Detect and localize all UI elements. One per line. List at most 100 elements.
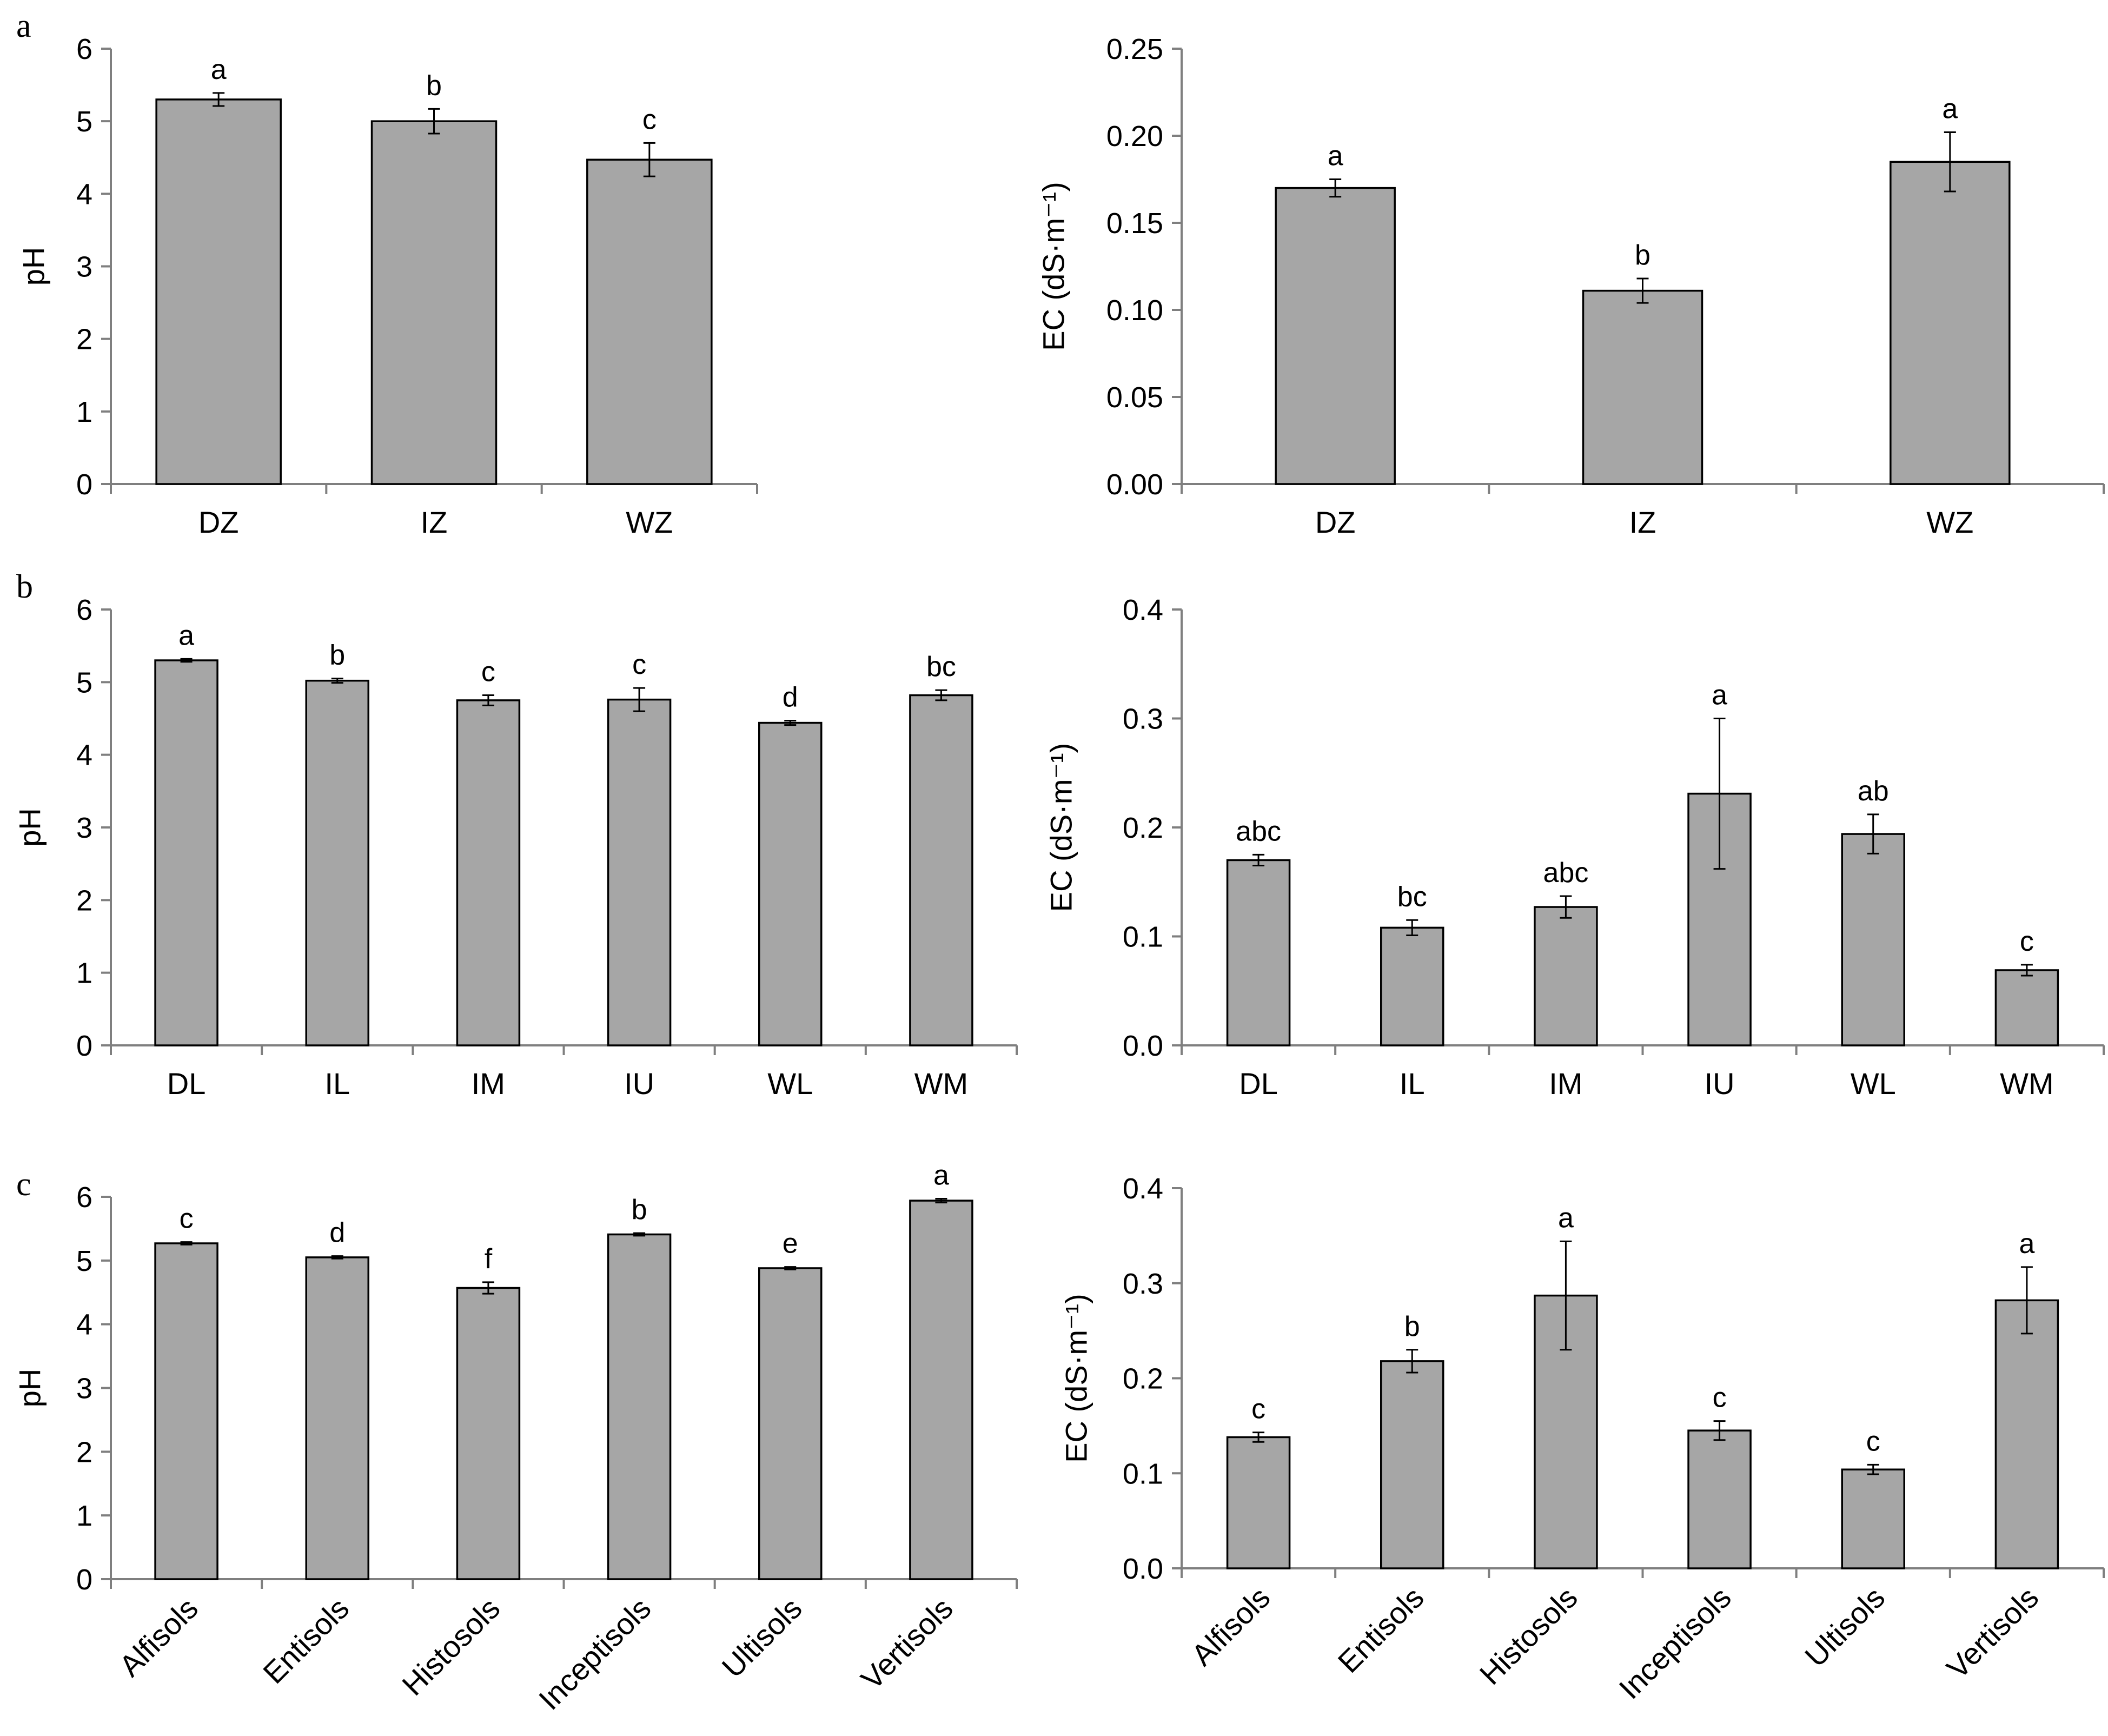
- y-axis-title: EC (dS·m⁻¹): [1037, 182, 1071, 351]
- y-tick-label: 0.3: [1123, 1268, 1163, 1300]
- y-axis-title: EC (dS·m⁻¹): [1044, 743, 1078, 912]
- y-tick-label: 0.20: [1106, 120, 1163, 153]
- chart-c-ec: 0.0 0.1 0.2 0.3 0.4 EC (dS·m⁻¹) c Alfisols b Enti…: [1059, 1172, 2105, 1706]
- y-tick-label: 6: [76, 594, 92, 626]
- y-tick-label: 0.0: [1123, 1030, 1163, 1062]
- bar-im: [1534, 906, 1598, 1046]
- bar-wl: [758, 721, 823, 1046]
- y-tick-label: 0: [76, 1030, 92, 1062]
- bar-iz: [370, 120, 498, 485]
- bar-im: [456, 699, 521, 1046]
- x-tick-label: Histosols: [1473, 1580, 1584, 1691]
- y-tick-label: 0.00: [1106, 468, 1163, 501]
- x-tick-label: IU: [624, 1066, 654, 1101]
- chart-a-ph: 0 1 2 3 4 5 6 pH a DZ b IZ c WZ: [17, 33, 758, 539]
- bar-iu: [607, 698, 672, 1046]
- significance-label: c: [642, 104, 657, 135]
- x-tick-label: Ultisols: [1798, 1580, 1891, 1673]
- chart-b-ec: 0.00.10.20.30.4EC (dS·m⁻¹) abcDLbcILabcIM…: [1044, 594, 2105, 1101]
- x-tick-label: DL: [167, 1066, 206, 1101]
- significance-label: d: [783, 682, 798, 713]
- bar-dz: [155, 98, 282, 485]
- x-tick-label: WL: [767, 1066, 813, 1101]
- x-tick-label: IU: [1705, 1066, 1735, 1101]
- y-axis-title: pH: [13, 1369, 47, 1408]
- y-tick-label: 0.1: [1123, 921, 1163, 953]
- significance-label: a: [2019, 1228, 2034, 1260]
- y-tick-label: 4: [76, 739, 92, 772]
- y-tick-label: 6: [76, 1181, 92, 1214]
- significance-label: b: [426, 70, 442, 101]
- y-tick-label: 5: [76, 105, 92, 138]
- x-tick-label: Histosols: [395, 1591, 506, 1702]
- chart-b-ph: 0 1 2 3 4 5 6 pH a DL b IL c IM c IU d WL bc WM: [13, 594, 1018, 1101]
- y-tick-label: 0: [76, 1563, 92, 1596]
- significance-label: f: [485, 1243, 493, 1275]
- y-tick-label: 4: [76, 1309, 92, 1341]
- chart-a-ec: 0.00 0.05 0.10 0.15 0.20 0.25 EC (dS·m⁻¹) a DZ b I…: [1037, 33, 2105, 539]
- bar-il: [1380, 926, 1444, 1046]
- bar-alfisols: [1226, 1436, 1291, 1569]
- bar-inceptisols: [1687, 1429, 1752, 1569]
- significance-label: ab: [1858, 776, 1889, 807]
- y-tick-label: 0.15: [1106, 207, 1163, 240]
- y-tick-label: 1: [76, 1500, 92, 1532]
- x-tick-label: Alfisols: [112, 1591, 204, 1683]
- bar-ultisols: [758, 1267, 823, 1580]
- y-tick-label: 0.1: [1123, 1457, 1163, 1490]
- panel-label-a: a: [16, 8, 31, 44]
- significance-label: a: [211, 54, 227, 85]
- y-tick-label: 0.05: [1106, 381, 1163, 414]
- x-tick-label: DZ: [1315, 505, 1356, 539]
- y-tick-label: 3: [76, 812, 92, 844]
- bar-ultisols: [1841, 1468, 1905, 1569]
- x-tick-label: DZ: [198, 505, 239, 539]
- significance-label: b: [632, 1194, 647, 1225]
- bar-wz: [586, 158, 713, 485]
- significance-label: c: [180, 1203, 194, 1235]
- x-tick-label: IZ: [1629, 505, 1656, 539]
- significance-label: abc: [1543, 857, 1588, 889]
- bar-dz: [1275, 187, 1396, 485]
- significance-label: a: [1328, 141, 1343, 172]
- significance-label: d: [329, 1217, 345, 1249]
- significance-label: bc: [926, 651, 956, 683]
- x-tick-label: DL: [1239, 1066, 1278, 1101]
- x-tick-label: Vertisols: [854, 1591, 959, 1696]
- significance-label: c: [632, 649, 646, 680]
- bar-entisols: [305, 1256, 369, 1580]
- x-tick-label: Inceptisols: [1612, 1580, 1738, 1706]
- x-tick-label: WL: [1851, 1066, 1896, 1101]
- x-tick-label: IZ: [421, 505, 448, 539]
- significance-label: c: [481, 657, 495, 688]
- significance-label: b: [329, 640, 345, 671]
- x-tick-label: Entisols: [256, 1591, 355, 1690]
- x-tick-label: WM: [914, 1066, 969, 1101]
- y-tick-label: 0.4: [1123, 594, 1163, 626]
- bar-inceptisols: [607, 1233, 672, 1580]
- x-tick-label: Alfisols: [1185, 1580, 1277, 1672]
- y-tick-label: 3: [76, 1373, 92, 1405]
- y-tick-label: 5: [76, 666, 92, 699]
- y-tick-label: 2: [76, 1436, 92, 1468]
- significance-label: b: [1635, 240, 1650, 271]
- y-tick-label: 5: [76, 1245, 92, 1277]
- bar-dl: [1226, 859, 1291, 1046]
- significance-label: c: [1251, 1394, 1265, 1425]
- y-tick-label: 1: [76, 957, 92, 990]
- bar-vertisols: [1994, 1299, 2059, 1569]
- significance-label: a: [178, 620, 194, 651]
- bar-vertisols: [909, 1200, 973, 1580]
- y-axis-title: EC (dS·m⁻¹): [1059, 1294, 1093, 1463]
- y-axis-title: pH: [17, 247, 51, 286]
- significance-label: c: [2020, 926, 2034, 957]
- significance-label: e: [783, 1228, 798, 1260]
- x-tick-label: Entisols: [1331, 1580, 1430, 1679]
- y-tick-label: 2: [76, 323, 92, 356]
- significance-label: bc: [1397, 881, 1427, 912]
- x-tick-label: IM: [472, 1066, 505, 1101]
- significance-label: c: [1713, 1382, 1727, 1414]
- y-tick-label: 0.2: [1123, 812, 1163, 844]
- chart-c-ph: 0 1 2 3 4 5 6 pH c Alfisols d Entisols f Histosols b In…: [13, 1160, 1018, 1717]
